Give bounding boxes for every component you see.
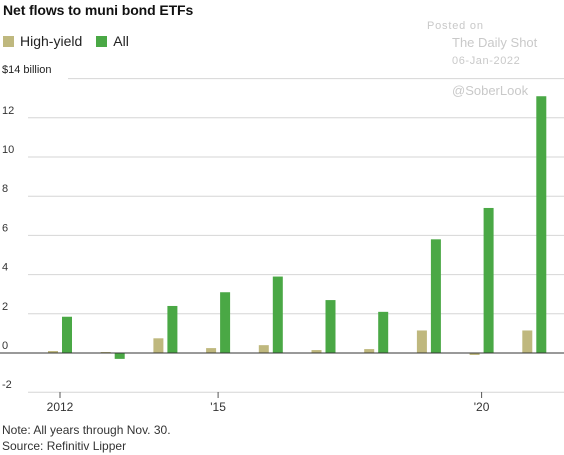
bar-high-yield <box>48 351 58 353</box>
watermark-posted: Posted on <box>427 20 484 32</box>
y-tick-label: 4 <box>2 262 8 274</box>
x-tick-label: '20 <box>474 400 490 414</box>
legend-label-high-yield: High-yield <box>20 33 83 49</box>
bar-high-yield <box>153 338 164 353</box>
bar-all <box>62 316 72 353</box>
chart-title: Net flows to muni bond ETFs <box>3 2 194 18</box>
bar-all <box>114 353 125 359</box>
bar-all <box>220 292 231 353</box>
bar-high-yield <box>469 353 480 355</box>
bar-high-yield <box>364 349 375 353</box>
y-tick-label: -2 <box>2 379 12 391</box>
bar-high-yield <box>522 330 533 353</box>
footnote-source: Source: Refinitiv Lipper <box>2 439 127 453</box>
bar-all <box>536 96 547 354</box>
y-tick-label: 0 <box>2 340 8 352</box>
legend-item-high-yield: High-yield <box>3 33 82 49</box>
watermark-source: The Daily Shot <box>452 35 538 50</box>
bar-high-yield <box>206 348 217 353</box>
bar-all <box>483 207 494 353</box>
legend-label-all: All <box>113 33 129 49</box>
bar-all <box>430 239 441 353</box>
bar-high-yield <box>416 330 427 353</box>
y-axis-unit-label: $14 billion <box>2 64 52 76</box>
footnote-note: Note: All years through Nov. 30. <box>2 423 171 437</box>
bar-all <box>325 300 336 353</box>
bar-all <box>378 311 389 353</box>
x-tick-label: '15 <box>210 400 226 414</box>
watermark-handle: @SoberLook <box>452 83 529 98</box>
bar-all <box>167 305 178 353</box>
y-tick-label: 6 <box>2 222 8 234</box>
legend: High-yield All <box>3 33 143 49</box>
bar-all <box>272 276 283 353</box>
x-tick-label: 2012 <box>47 400 74 414</box>
legend-swatch-all <box>96 35 108 47</box>
y-tick-label: 12 <box>2 105 14 117</box>
y-tick-label: 8 <box>2 183 8 195</box>
watermark-date: 06-Jan-2022 <box>452 55 521 67</box>
y-tick-label: 10 <box>2 144 14 156</box>
legend-item-all: All <box>96 33 129 49</box>
bar-high-yield <box>311 350 322 353</box>
bar-high-yield <box>258 345 269 353</box>
y-tick-label: 2 <box>2 301 8 313</box>
legend-swatch-high-yield <box>3 35 14 47</box>
